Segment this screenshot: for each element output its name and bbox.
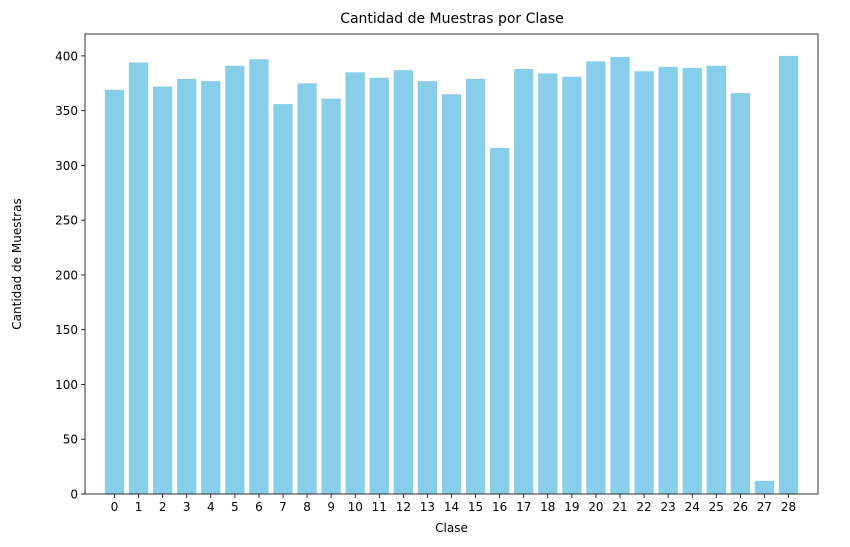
bar-1	[128, 62, 149, 494]
chart-title: Cantidad de Muestras por Clase	[340, 11, 564, 27]
x-tick-label: 3	[183, 500, 191, 514]
x-tick-label: 24	[685, 500, 700, 514]
x-tick-label: 2	[159, 500, 167, 514]
bar-5	[225, 65, 245, 494]
x-tick-label: 12	[396, 500, 411, 514]
x-tick-label: 17	[516, 500, 531, 514]
bar-2	[153, 86, 173, 494]
x-tick-label: 11	[372, 500, 387, 514]
y-axis-label: Cantidad de Muestras	[10, 198, 24, 329]
bar-15	[465, 78, 486, 495]
bar-20	[586, 61, 606, 494]
y-tick-label: 400	[55, 49, 78, 63]
bars-group	[104, 55, 799, 495]
y-axis-ticks: 0 50 100 150 200 250 300 350 400	[55, 49, 85, 502]
x-tick-label: 13	[420, 500, 435, 514]
x-tick-label: 1	[135, 500, 143, 514]
x-tick-label: 16	[492, 500, 507, 514]
bar-21	[610, 57, 630, 494]
x-tick-label: 6	[255, 500, 263, 514]
bar-6	[249, 59, 269, 494]
y-tick-label: 200	[55, 268, 78, 282]
y-tick-label: 100	[55, 378, 78, 392]
x-tick-label: 25	[709, 500, 724, 514]
bar-12	[393, 70, 413, 494]
bar-14	[441, 94, 462, 495]
bar-13	[417, 81, 438, 494]
bar-9	[321, 98, 341, 495]
x-axis-label: Clase	[435, 521, 468, 535]
plot-frame	[84, 33, 819, 495]
x-tick-label: 20	[588, 500, 603, 514]
x-tick-label: 4	[207, 500, 215, 514]
x-tick-label: 0	[111, 500, 119, 514]
y-tick-label: 350	[55, 104, 78, 118]
x-tick-label: 7	[279, 500, 287, 514]
x-tick-label: 21	[612, 500, 627, 514]
bar-10	[345, 72, 365, 494]
bar-0	[104, 89, 125, 495]
x-tick-label: 18	[540, 500, 555, 514]
x-tick-label: 27	[757, 500, 772, 514]
bar-27	[754, 480, 775, 494]
bar-17	[514, 69, 534, 495]
bar-16	[490, 147, 510, 494]
y-tick-label: 300	[55, 159, 78, 173]
x-tick-label: 28	[781, 500, 796, 514]
x-tick-label: 19	[564, 500, 579, 514]
x-tick-label: 14	[444, 500, 459, 514]
x-tick-label: 8	[303, 500, 311, 514]
x-tick-label: 15	[468, 500, 483, 514]
bar-7	[273, 104, 293, 494]
bar-8	[297, 83, 317, 494]
bar-26	[730, 93, 750, 494]
x-tick-label: 10	[348, 500, 363, 514]
x-axis-ticks: 0 1 2 3 4 5 6 7 8 9 10 11 12 13 14 15 16 17 18 19 20 21 22 23 24…	[111, 494, 796, 514]
x-tick-label: 26	[733, 500, 748, 514]
bar-24	[682, 67, 702, 494]
bar-4	[201, 81, 221, 494]
bar-25	[706, 65, 726, 494]
x-tick-label: 22	[636, 500, 651, 514]
y-tick-label: 250	[55, 214, 78, 228]
bar-22	[634, 71, 654, 495]
bar-28	[778, 55, 799, 495]
bar-11	[369, 77, 389, 494]
bar-3	[177, 78, 197, 495]
bar-18	[538, 73, 558, 495]
x-tick-label: 23	[661, 500, 676, 514]
x-tick-label: 5	[231, 500, 239, 514]
y-tick-label: 50	[63, 433, 78, 447]
bar-23	[658, 66, 678, 495]
x-tick-label: 9	[327, 500, 335, 514]
bar-19	[562, 76, 582, 495]
y-tick-label: 0	[70, 488, 78, 502]
y-tick-label: 150	[55, 323, 78, 337]
